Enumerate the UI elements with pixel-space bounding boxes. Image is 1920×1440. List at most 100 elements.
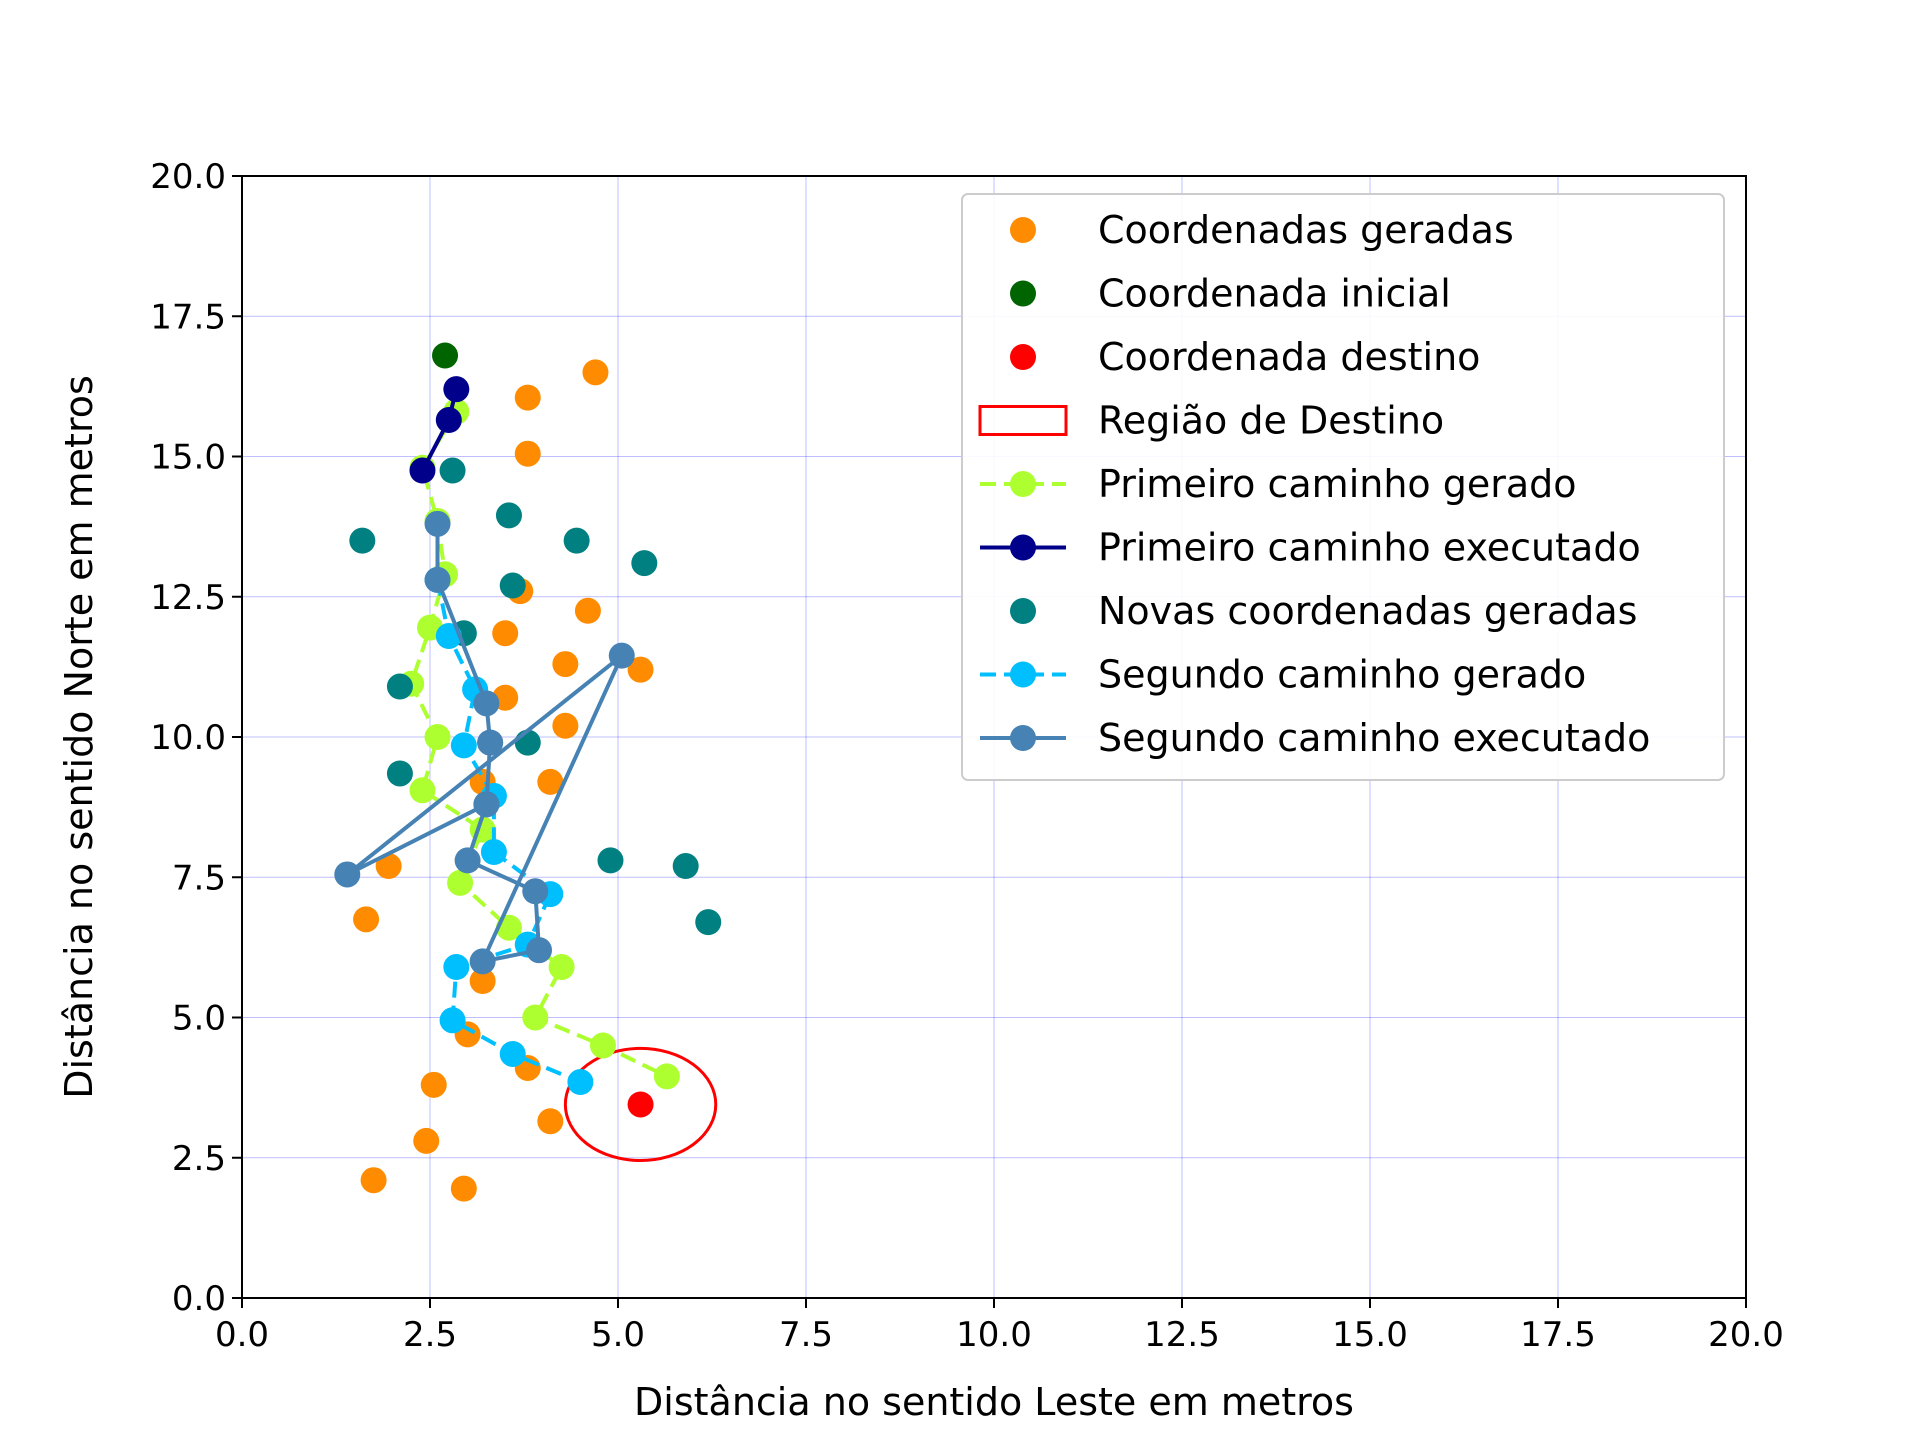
legend-label: Segundo caminho gerado <box>1098 653 1586 697</box>
data-point <box>435 407 462 434</box>
data-point <box>526 937 553 964</box>
series-1 <box>432 342 459 369</box>
legend-label: Novas coordenadas geradas <box>1098 589 1637 633</box>
x-tick-label: 2.5 <box>403 1315 457 1355</box>
data-point <box>631 550 658 577</box>
data-point <box>454 847 481 874</box>
legend-label: Segundo caminho executado <box>1098 716 1650 760</box>
legend-swatch <box>978 405 1068 436</box>
legend-item: Coordenada inicial <box>1010 272 1451 316</box>
legend-item: Coordenadas geradas <box>1010 208 1514 252</box>
data-point <box>432 342 459 369</box>
data-point <box>386 760 413 787</box>
data-point <box>514 440 541 467</box>
x-tick-label: 7.5 <box>779 1315 833 1355</box>
data-point <box>424 724 451 750</box>
legend-swatch-marker <box>1010 534 1036 561</box>
data-point <box>582 359 609 386</box>
x-tick-label: 12.5 <box>1144 1315 1220 1355</box>
data-point <box>552 712 579 739</box>
legend-item: Segundo caminho gerado <box>980 653 1586 697</box>
legend-swatch-marker <box>1010 725 1036 751</box>
legend-swatch-marker <box>1010 661 1036 688</box>
x-tick-label: 5.0 <box>591 1315 645 1355</box>
x-tick-label: 15.0 <box>1332 1315 1408 1355</box>
legend-swatch-marker <box>1010 471 1036 497</box>
legend-item: Novas coordenadas geradas <box>1010 589 1637 633</box>
y-tick-label: 5.0 <box>172 999 226 1039</box>
data-point <box>597 847 624 874</box>
data-point <box>695 909 722 936</box>
data-point <box>499 572 526 599</box>
y-tick-label: 12.5 <box>150 578 226 618</box>
legend-item: Segundo caminho executado <box>980 716 1650 760</box>
series-5 <box>409 376 470 484</box>
series-8 <box>334 510 635 975</box>
data-point <box>548 954 575 981</box>
y-tick-label: 15.0 <box>150 438 226 478</box>
x-tick-label: 10.0 <box>956 1315 1032 1355</box>
legend-label: Primeiro caminho executado <box>1098 526 1641 570</box>
data-point <box>450 732 477 759</box>
data-point <box>334 861 361 888</box>
legend-swatch-marker <box>1010 280 1036 307</box>
data-point <box>480 839 507 866</box>
data-point <box>409 777 436 804</box>
data-point <box>477 729 504 756</box>
legend-swatch-marker <box>1010 598 1036 624</box>
y-tick-label: 17.5 <box>150 297 226 337</box>
data-point <box>653 1063 680 1090</box>
data-point <box>537 1108 564 1135</box>
data-point <box>424 510 451 537</box>
legend-box <box>961 193 1725 781</box>
series-6 <box>349 457 722 936</box>
y-tick-label: 10.0 <box>150 718 226 758</box>
data-point <box>439 1007 466 1034</box>
data-point <box>375 853 402 880</box>
data-point <box>499 1040 526 1067</box>
y-axis-label: Distância no sentido Norte em metros <box>57 375 101 1099</box>
data-point <box>492 620 519 647</box>
legend-item: Primeiro caminho gerado <box>980 462 1577 506</box>
y-tick-label: 0.0 <box>172 1279 226 1319</box>
data-point <box>413 1127 440 1154</box>
legend-label: Coordenada destino <box>1098 335 1480 379</box>
destination-region <box>563 1046 718 1163</box>
axis-ticks: 0.0 2.5 5.0 7.5 10.0 12.5 15.0 17.5 20.0 0.0 2.5 5.… <box>150 157 1784 1355</box>
data-point <box>469 948 496 975</box>
data-point <box>349 527 376 554</box>
data-point <box>567 1069 594 1096</box>
data-point <box>443 376 470 403</box>
data-point <box>495 502 522 529</box>
data-point <box>627 656 654 683</box>
x-axis-label: Distância no sentido Leste em metros <box>634 1380 1354 1424</box>
legend-swatch-marker <box>1010 344 1036 370</box>
x-tick-label: 20.0 <box>1708 1315 1784 1355</box>
x-tick-label: 17.5 <box>1520 1315 1596 1355</box>
legend-label: Coordenadas geradas <box>1098 208 1514 252</box>
data-point <box>420 1071 447 1098</box>
legend: Coordenadas geradas Coordenada inicial Coo… <box>961 193 1725 781</box>
legend-swatch-marker <box>1010 217 1036 243</box>
data-point <box>627 1091 654 1118</box>
data-point <box>360 1167 387 1194</box>
data-point <box>386 673 413 700</box>
data-point <box>450 1175 477 1202</box>
y-tick-label: 2.5 <box>172 1139 226 1179</box>
data-point <box>574 597 601 624</box>
data-point <box>447 869 474 896</box>
data-point <box>522 1004 549 1031</box>
y-tick-label: 7.5 <box>172 858 226 898</box>
data-point <box>469 968 496 995</box>
x-tick-label: 0.0 <box>215 1315 269 1355</box>
legend-item: Região de Destino <box>978 399 1444 443</box>
data-point <box>537 768 564 795</box>
data-point <box>409 457 436 484</box>
data-point <box>473 791 500 818</box>
data-point <box>589 1032 616 1059</box>
legend-item: Primeiro caminho executado <box>980 526 1641 570</box>
data-point <box>672 853 699 880</box>
series-line <box>409 410 668 1079</box>
data-point <box>608 642 635 669</box>
